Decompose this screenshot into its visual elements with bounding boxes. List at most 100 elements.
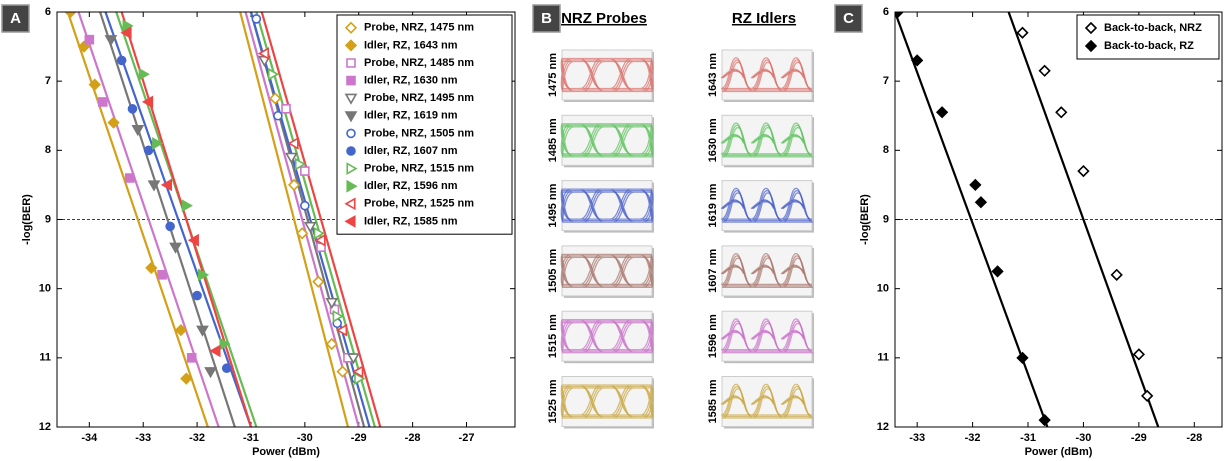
x-axis-label: Power (dBm) [1025, 446, 1093, 458]
x-axis-label: Power (dBm) [252, 446, 320, 458]
x-tick-label: -27 [459, 432, 475, 444]
eye-diagram [721, 181, 814, 233]
legend-label: Probe, NRZ, 1525 nm [364, 198, 474, 210]
panel-label: C [843, 10, 854, 27]
eye-frame [562, 377, 652, 427]
legend-label: Probe, NRZ, 1505 nm [364, 127, 474, 139]
y-tick-label: 8 [883, 144, 889, 156]
column-title: NRZ Probes [561, 10, 647, 27]
legend-marker [347, 59, 355, 67]
data-point [126, 174, 134, 182]
legend-label: Back-to-back, RZ [1104, 40, 1194, 52]
row-label: 1596 nm [707, 314, 719, 358]
y-tick-label: 12 [39, 421, 51, 433]
y-tick-label: 11 [877, 352, 889, 364]
legend-label: Back-to-back, NRZ [1104, 22, 1202, 34]
x-tick-label: -29 [1131, 432, 1147, 444]
legend-marker [347, 147, 355, 155]
data-point [301, 202, 309, 210]
data-point [301, 167, 309, 175]
eye-frame [562, 50, 652, 100]
eye-diagram [561, 377, 654, 429]
data-point [282, 105, 290, 113]
legend-label: Idler, RZ, 1619 nm [364, 110, 458, 122]
y-tick-label: 9 [45, 213, 51, 225]
eye-frame [562, 311, 652, 361]
x-tick-label: -32 [965, 432, 981, 444]
row-label: 1607 nm [707, 249, 719, 293]
x-tick-label: -34 [81, 432, 98, 444]
eye-diagram [721, 50, 814, 102]
eye-diagram [561, 115, 654, 167]
data-point [252, 15, 260, 23]
figure: -34 -33 -32 -31 -30 -29 -28 -27 6 7 8 9 10 11 12 Power … [0, 0, 1225, 461]
panel-label: B [541, 10, 552, 27]
legend-label: Probe, NRZ, 1495 nm [364, 92, 474, 104]
data-point [99, 98, 107, 106]
eye-diagram [561, 246, 654, 298]
x-tick-label: -32 [189, 432, 205, 444]
eye-diagram [721, 115, 814, 167]
y-axis-label: -log(BER) [859, 194, 871, 245]
legend-label: Probe, NRZ, 1485 nm [364, 57, 474, 69]
row-label: 1485 nm [547, 118, 559, 162]
data-point [158, 271, 166, 279]
data-point [223, 364, 231, 372]
row-label: 1585 nm [707, 379, 719, 423]
x-tick-label: -28 [405, 432, 421, 444]
legend-label: Idler, RZ, 1630 nm [364, 75, 458, 87]
data-point [145, 146, 153, 154]
row-label: 1619 nm [707, 183, 719, 227]
row-label: 1495 nm [547, 183, 559, 227]
y-tick-label: 11 [39, 352, 51, 364]
legend-label: Idler, RZ, 1596 nm [364, 180, 458, 192]
y-tick-label: 6 [883, 6, 889, 18]
eye-diagram [721, 246, 814, 298]
y-tick-label: 10 [877, 283, 889, 295]
eye-diagram [561, 311, 654, 363]
legend-label: Idler, RZ, 1585 nm [364, 215, 458, 227]
x-tick-label: -29 [351, 432, 367, 444]
y-tick-label: 7 [883, 75, 889, 87]
y-tick-label: 6 [45, 6, 51, 18]
row-label: 1525 nm [547, 379, 559, 423]
y-tick-label: 7 [45, 75, 51, 87]
y-tick-label: 10 [39, 283, 51, 295]
eye-frame [562, 115, 652, 165]
x-tick-label: -28 [1186, 432, 1202, 444]
data-point [128, 105, 136, 113]
row-label: 1475 nm [547, 53, 559, 97]
data-point [193, 292, 201, 300]
legend-label: Idler, RZ, 1643 nm [364, 39, 458, 51]
x-tick-label: -31 [243, 432, 259, 444]
legend-label: Idler, RZ, 1607 nm [364, 145, 458, 157]
column-title: RZ Idlers [732, 10, 796, 27]
row-label: 1630 nm [707, 118, 719, 162]
row-label: 1505 nm [547, 249, 559, 293]
x-tick-label: -31 [1020, 432, 1036, 444]
panel-label: A [10, 10, 21, 27]
y-tick-label: 12 [877, 421, 889, 433]
x-tick-label: -30 [297, 432, 313, 444]
data-point [274, 112, 282, 120]
eye-frame [562, 181, 652, 231]
row-label: 1515 nm [547, 314, 559, 358]
x-tick-label: -30 [1075, 432, 1091, 444]
eye-diagram [721, 311, 814, 363]
legend-marker [347, 129, 355, 137]
y-tick-label: 9 [883, 213, 889, 225]
legend-marker [347, 77, 355, 85]
x-tick-label: -33 [135, 432, 151, 444]
row-label: 1643 nm [707, 53, 719, 97]
x-tick-label: -33 [909, 432, 925, 444]
eye-frame [562, 246, 652, 296]
data-point [166, 222, 174, 230]
y-axis-label: -log(BER) [21, 194, 33, 245]
eye-diagram [721, 377, 814, 429]
data-point [118, 56, 126, 64]
y-tick-label: 8 [45, 144, 51, 156]
eye-diagram [561, 181, 654, 233]
data-point [85, 36, 93, 44]
legend-label: Probe, NRZ, 1515 nm [364, 163, 474, 175]
eye-diagram [561, 50, 654, 102]
